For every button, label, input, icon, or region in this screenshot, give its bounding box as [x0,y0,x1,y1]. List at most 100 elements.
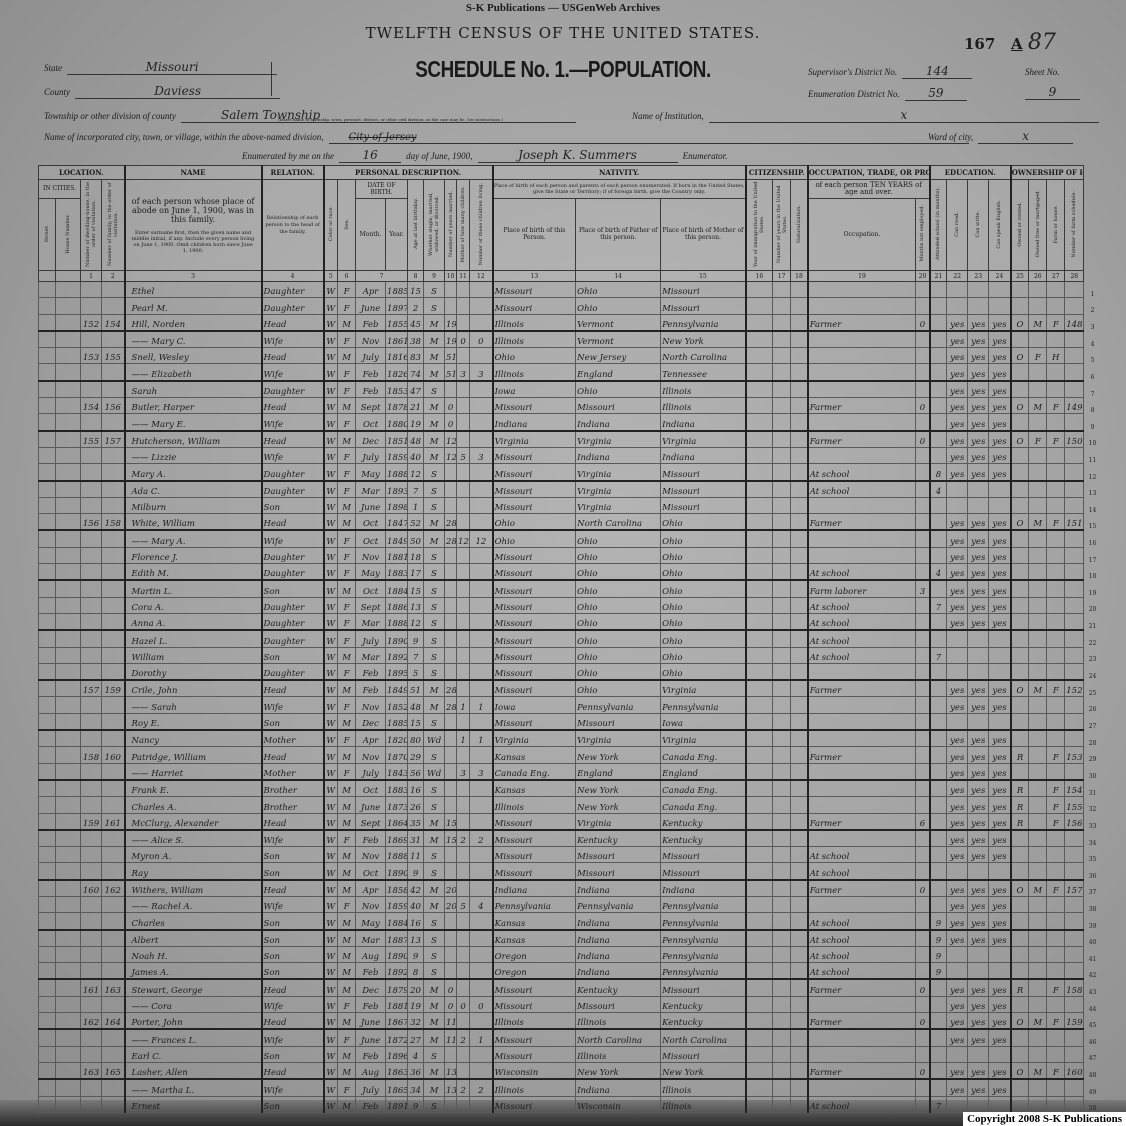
relation-cell: Wife [260,363,325,382]
free-mortgaged-cell [1028,297,1048,315]
farm-schedule-number-cell [1064,330,1085,349]
can-read-cell [946,629,969,648]
occupation-cell: Farmer [806,397,917,415]
years-married-cell [444,762,458,781]
owned-rented-cell [1009,563,1030,582]
relation-cell: Wife [260,330,325,349]
school-months-cell [928,1012,948,1031]
years-in-us-cell [772,363,792,382]
can-write-cell [967,862,990,881]
family-number-cell [100,646,126,664]
relation-cell: Daughter [260,297,325,315]
mother-birthplace-cell: Kentucky [660,1012,747,1031]
farm-house-cell: F [1046,746,1066,764]
birth-month-cell: Oct [355,779,387,798]
street-cell [38,330,56,349]
farm-schedule-number-cell [1064,862,1085,881]
owned-rented-cell [1009,529,1030,548]
years-in-us-cell [772,812,792,831]
owned-rented-cell [1009,712,1030,732]
immigration-year-cell [744,962,774,981]
color-cell: W [322,812,339,831]
person-name-cell: Albert [123,929,263,947]
col-family: Number of family, in the order of visita… [106,182,119,266]
birthplace-cell: Missouri [491,1045,577,1063]
birth-month-cell: Dec [355,430,387,448]
can-read-cell: yes [946,579,969,598]
children-living-cell [469,879,494,897]
dwelling-number-cell [80,1078,102,1097]
color-cell: W [322,563,339,582]
age-cell: 15 [407,712,425,732]
can-read-cell: yes [946,846,969,864]
months-unemployed-cell [915,746,931,764]
farm-schedule-number-cell [1064,829,1085,848]
birth-year-cell: 1853 [385,380,409,399]
enumeration-day: 16 [339,148,402,163]
header-date-of-birth: DATE OF BIRTH. [355,179,409,199]
family-number-cell [100,862,126,881]
months-unemployed-cell [915,712,931,732]
farm-schedule-number-cell: 152 [1064,679,1085,698]
family-number-cell [100,762,126,781]
mother-birthplace-cell: Canada Eng. [660,779,747,798]
school-months-cell: 9 [928,945,948,964]
immigration-year-cell [744,1078,774,1097]
age-cell: 4 [407,1045,425,1063]
age-cell: 83 [407,347,425,365]
years-married-cell: 11 [444,1012,458,1031]
immigration-year-cell [744,862,774,881]
free-mortgaged-cell [1028,496,1048,515]
years-in-us-cell [772,1028,792,1047]
naturalization-cell [790,347,809,365]
person-name-cell: William [123,646,263,664]
farm-schedule-number-cell [1064,596,1085,614]
birthplace-cell: Illinois [491,1078,577,1097]
years-in-us-cell [772,579,792,598]
mother-birthplace-cell: Canada Eng. [660,746,747,764]
birth-year-cell: 1890 [385,629,409,648]
marital-status-cell: S [423,945,446,964]
street-cell [38,978,56,997]
can-write-cell: yes [967,612,990,632]
dwelling-number-cell [80,829,102,848]
marital-status-cell: M [423,679,446,698]
sex-cell: M [337,812,357,831]
birth-month-cell: Feb [355,679,387,698]
color-cell: W [322,829,339,848]
person-name-cell: Earl C. [123,1045,263,1063]
months-unemployed-cell: 6 [915,812,931,831]
naturalization-cell [790,430,809,448]
owned-rented-cell [1009,463,1030,482]
street-cell [38,480,56,498]
father-birthplace-cell: Ohio [575,646,662,664]
years-married-cell [444,496,458,515]
farm-schedule-number-cell [1064,995,1085,1014]
months-unemployed-cell [915,729,931,748]
children-living-cell [469,978,494,997]
column-number: 16 [744,270,774,282]
can-write-cell: yes [967,1028,990,1047]
column-number [55,270,81,282]
color-cell: W [322,862,339,881]
naturalization-cell [790,796,809,814]
can-speak-english-cell: yes [988,995,1012,1014]
farm-house-cell [1046,862,1066,881]
free-mortgaged-cell [1028,330,1048,349]
years-married-cell [444,962,458,981]
free-mortgaged-cell [1028,779,1048,798]
free-mortgaged-cell [1028,629,1048,648]
years-married-cell [444,297,458,315]
mother-birthplace-cell: Ohio [660,646,747,664]
dwelling-number-cell [80,646,102,664]
age-cell: 40 [407,446,425,465]
age-cell: 8 [407,962,425,981]
marital-status-cell: S [423,1095,446,1113]
birthplace-cell: Missouri [491,712,577,732]
school-months-cell [928,679,948,698]
can-write-cell [967,712,990,732]
person-name-cell: Snell, Wesley [123,347,263,365]
can-write-cell: yes [967,846,990,864]
birth-month-cell: Feb [355,1045,387,1063]
children-born-cell: 12 [456,529,471,548]
